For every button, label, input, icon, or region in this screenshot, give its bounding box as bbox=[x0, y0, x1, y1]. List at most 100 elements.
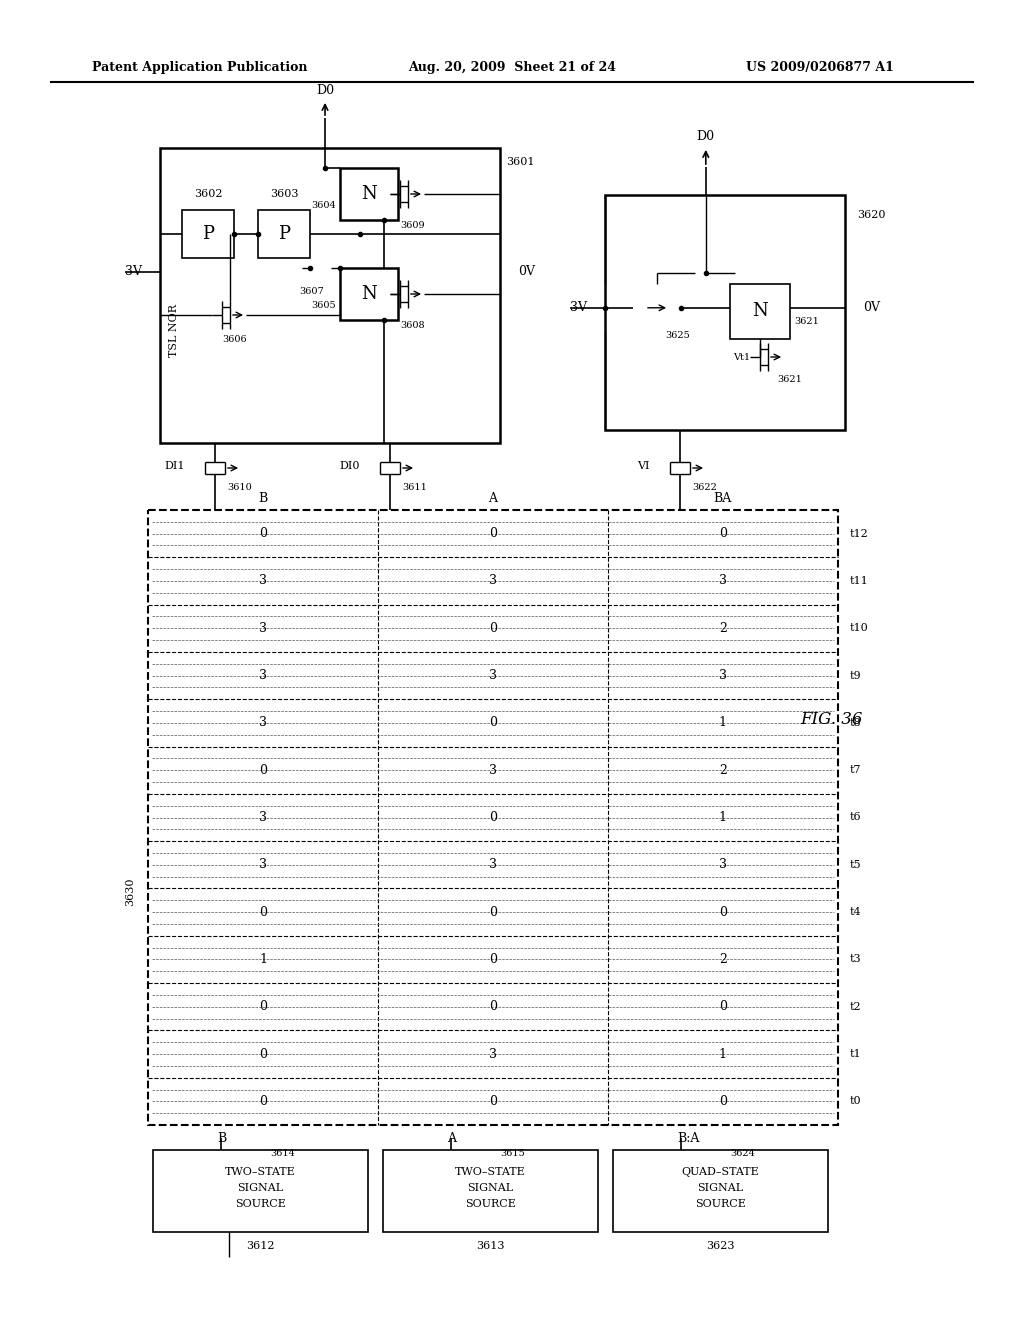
Bar bbox=[730, 284, 790, 339]
Text: DI1: DI1 bbox=[165, 461, 185, 471]
Text: 3602: 3602 bbox=[194, 189, 222, 199]
Text: 0: 0 bbox=[259, 906, 267, 919]
Text: t3: t3 bbox=[850, 954, 861, 965]
Text: SIGNAL: SIGNAL bbox=[238, 1183, 284, 1193]
Text: t6: t6 bbox=[850, 813, 861, 822]
Text: 3V: 3V bbox=[125, 265, 142, 279]
Bar bbox=[258, 210, 310, 257]
Text: A: A bbox=[447, 1131, 457, 1144]
Text: 3: 3 bbox=[719, 669, 727, 682]
Text: t0: t0 bbox=[850, 1097, 861, 1106]
Text: 0: 0 bbox=[489, 1001, 497, 1014]
Text: 3620: 3620 bbox=[857, 210, 886, 220]
Text: US 2009/0206877 A1: US 2009/0206877 A1 bbox=[746, 62, 894, 74]
Text: t12: t12 bbox=[850, 528, 868, 539]
Text: Vt1: Vt1 bbox=[733, 352, 750, 362]
Text: 3V: 3V bbox=[570, 301, 587, 314]
Text: 0: 0 bbox=[719, 527, 727, 540]
Text: 1: 1 bbox=[259, 953, 267, 966]
Text: 3: 3 bbox=[489, 669, 497, 682]
Text: 0: 0 bbox=[489, 906, 497, 919]
Text: 3611: 3611 bbox=[402, 483, 427, 492]
Text: 3630: 3630 bbox=[125, 876, 135, 906]
Text: 0V: 0V bbox=[518, 265, 535, 279]
Text: Patent Application Publication: Patent Application Publication bbox=[92, 62, 308, 74]
Text: 0: 0 bbox=[719, 1001, 727, 1014]
Text: SIGNAL: SIGNAL bbox=[697, 1183, 743, 1193]
Text: B:A: B:A bbox=[677, 1131, 699, 1144]
Text: N: N bbox=[752, 302, 768, 321]
Text: 3601: 3601 bbox=[506, 157, 535, 168]
Text: 0: 0 bbox=[259, 1048, 267, 1060]
Text: BA: BA bbox=[714, 491, 732, 504]
Text: 3: 3 bbox=[259, 858, 267, 871]
Text: 0: 0 bbox=[719, 906, 727, 919]
Bar bbox=[182, 210, 234, 257]
Text: 0: 0 bbox=[719, 1094, 727, 1107]
Text: 3625: 3625 bbox=[665, 331, 690, 341]
Text: 3607: 3607 bbox=[300, 288, 325, 297]
Bar bbox=[153, 1150, 368, 1232]
Text: 0: 0 bbox=[489, 810, 497, 824]
Bar bbox=[340, 168, 398, 220]
Text: P: P bbox=[278, 224, 290, 243]
Text: 3: 3 bbox=[719, 574, 727, 587]
Text: 1: 1 bbox=[719, 1048, 727, 1060]
Text: 3614: 3614 bbox=[270, 1150, 295, 1159]
Text: 3: 3 bbox=[489, 764, 497, 776]
Text: 3: 3 bbox=[489, 574, 497, 587]
Text: 3624: 3624 bbox=[730, 1150, 755, 1159]
Bar bbox=[340, 268, 398, 319]
Text: t4: t4 bbox=[850, 907, 861, 917]
Text: SIGNAL: SIGNAL bbox=[467, 1183, 513, 1193]
Text: FIG. 36: FIG. 36 bbox=[800, 711, 862, 729]
Text: N: N bbox=[361, 185, 377, 203]
Text: t10: t10 bbox=[850, 623, 868, 634]
Text: 3: 3 bbox=[719, 858, 727, 871]
Bar bbox=[383, 1150, 598, 1232]
Text: 0: 0 bbox=[489, 717, 497, 730]
Text: 3623: 3623 bbox=[706, 1241, 734, 1251]
Text: 3: 3 bbox=[259, 717, 267, 730]
Text: TSL NOR: TSL NOR bbox=[169, 305, 179, 358]
Text: 3: 3 bbox=[489, 1048, 497, 1060]
Text: t9: t9 bbox=[850, 671, 861, 681]
Text: t5: t5 bbox=[850, 859, 861, 870]
Bar bbox=[612, 1150, 828, 1232]
Text: 3603: 3603 bbox=[269, 189, 298, 199]
Text: 0: 0 bbox=[259, 1094, 267, 1107]
Text: D0: D0 bbox=[696, 131, 715, 144]
Text: B: B bbox=[217, 1131, 226, 1144]
Text: 0: 0 bbox=[489, 1094, 497, 1107]
Text: VI: VI bbox=[638, 461, 650, 471]
Text: SOURCE: SOURCE bbox=[465, 1199, 516, 1209]
Text: QUAD–STATE: QUAD–STATE bbox=[681, 1167, 759, 1177]
Text: 3605: 3605 bbox=[311, 301, 336, 310]
Text: 3: 3 bbox=[259, 574, 267, 587]
Text: 0: 0 bbox=[259, 527, 267, 540]
Text: SOURCE: SOURCE bbox=[695, 1199, 745, 1209]
Text: D0: D0 bbox=[316, 83, 334, 96]
Text: t7: t7 bbox=[850, 766, 861, 775]
Text: Aug. 20, 2009  Sheet 21 of 24: Aug. 20, 2009 Sheet 21 of 24 bbox=[408, 62, 616, 74]
Text: 3: 3 bbox=[259, 669, 267, 682]
Text: 2: 2 bbox=[719, 953, 727, 966]
Text: SOURCE: SOURCE bbox=[234, 1199, 286, 1209]
Text: N: N bbox=[361, 285, 377, 304]
Text: DI0: DI0 bbox=[340, 461, 360, 471]
Text: P: P bbox=[202, 224, 214, 243]
Text: 0: 0 bbox=[259, 1001, 267, 1014]
Text: 3604: 3604 bbox=[311, 202, 336, 210]
Bar bbox=[605, 195, 845, 430]
Text: 3610: 3610 bbox=[227, 483, 252, 492]
Text: 3621: 3621 bbox=[794, 317, 819, 326]
Text: 3606: 3606 bbox=[222, 334, 248, 343]
Text: 0: 0 bbox=[489, 527, 497, 540]
Text: 0: 0 bbox=[489, 953, 497, 966]
Text: t8: t8 bbox=[850, 718, 861, 727]
Bar bbox=[148, 510, 838, 1125]
Text: B: B bbox=[259, 491, 268, 504]
Text: A: A bbox=[488, 491, 498, 504]
Text: 1: 1 bbox=[719, 810, 727, 824]
Text: 1: 1 bbox=[719, 717, 727, 730]
